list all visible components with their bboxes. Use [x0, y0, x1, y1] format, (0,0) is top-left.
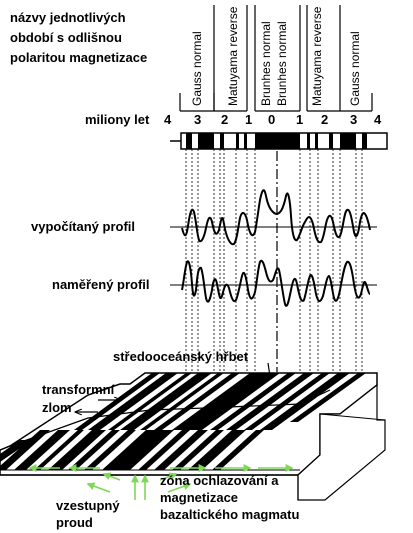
measured-profile-label: naměřený profil [52, 277, 150, 292]
ridge-label: středooceánský hřbet [113, 349, 249, 364]
epoch-brackets [179, 5, 373, 112]
transform-fault-label-2: zlom [42, 400, 72, 415]
tick-label: 3 [350, 112, 357, 127]
tick-label: 2 [321, 112, 328, 127]
tick-label: 4 [374, 112, 382, 127]
epoch-label-4: Brunhes normal [275, 21, 289, 106]
tick-label: 0 [268, 112, 275, 127]
header-line-3: polaritou magnetizace [10, 50, 147, 65]
sea-floor-block [0, 372, 386, 501]
epoch-label-5: Matuyama reverse [310, 6, 324, 106]
tick-label: 1 [296, 112, 303, 127]
header-line-2: období s odlišnou [10, 30, 122, 45]
upwelling-label-2: proud [56, 515, 93, 530]
guide-lines [185, 149, 363, 372]
header-line-1: názvy jednotlivých [10, 10, 126, 25]
cooling-zone-label-1: zóna ochlazování a [160, 473, 279, 488]
upwelling-label-1: vzestupný [56, 498, 120, 513]
epoch-label-1: Gauss normal [190, 31, 204, 106]
tick-label: 4 [164, 112, 172, 127]
measured-profile [170, 259, 377, 307]
tick-label: 1 [245, 112, 252, 127]
calculated-profile [170, 189, 377, 246]
epoch-label-2: Matuyama reverse [226, 6, 240, 106]
cooling-zone-label-2: magnetizace [160, 490, 238, 505]
polarity-bar [170, 132, 388, 150]
epoch-label-6: Gauss normal [348, 31, 362, 106]
tick-label: 3 [194, 112, 201, 127]
epoch-label-3: Brunhes normal [259, 21, 273, 106]
mantle-flow-arrows [28, 464, 294, 500]
transform-fault-label-1: transformní [42, 382, 115, 397]
cooling-zone-label-3: bazaltického magmatu [160, 507, 299, 522]
scale-label: miliony let [85, 112, 150, 127]
tick-label: 2 [221, 112, 228, 127]
calculated-profile-label: vypočítaný profil [31, 219, 135, 234]
